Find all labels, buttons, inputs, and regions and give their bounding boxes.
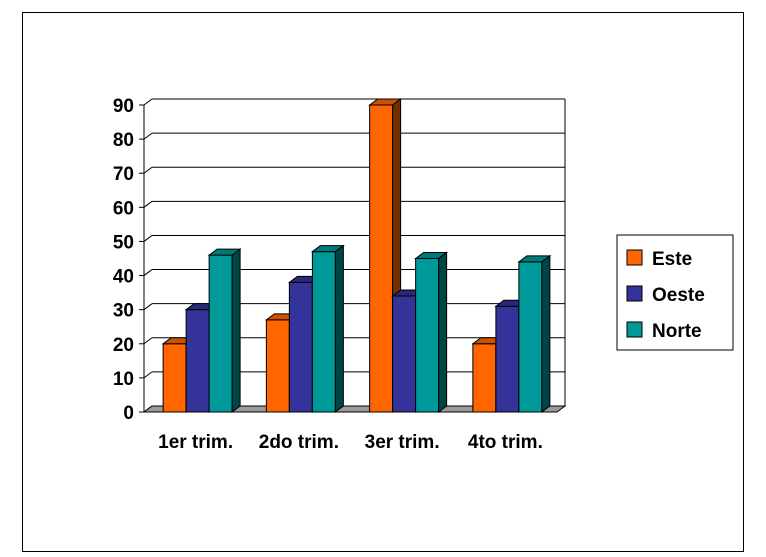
legend-label: Oeste <box>652 285 705 306</box>
y-tick-label: 10 <box>113 369 134 390</box>
legend-swatch <box>626 285 643 302</box>
legend-label: Este <box>652 249 692 270</box>
bar-front <box>472 343 497 413</box>
legend-item-norte: Norte <box>626 321 702 342</box>
y-tick-label: 70 <box>113 164 134 185</box>
bar-front <box>185 309 210 413</box>
y-tick-label: 50 <box>113 232 134 253</box>
bar-front <box>208 254 233 413</box>
legend-swatch <box>626 249 643 266</box>
x-tick-label: 1er trim. <box>158 432 233 453</box>
gridline-side <box>143 337 153 345</box>
x-tick-label: 2do trim. <box>259 432 339 453</box>
y-tick-label: 0 <box>123 403 134 424</box>
legend-item-este: Este <box>626 249 692 270</box>
bar-side <box>541 254 551 413</box>
gridline-side <box>143 98 153 106</box>
bar-front <box>265 319 290 413</box>
bar-side <box>231 248 241 413</box>
bar-side <box>438 251 448 413</box>
bar-norte-1 <box>207 248 242 413</box>
bar-front <box>162 343 187 413</box>
x-tick-label: 3er trim. <box>365 432 440 453</box>
legend-swatch <box>626 321 643 338</box>
bar-front <box>392 295 417 413</box>
bar-side <box>334 244 344 413</box>
y-tick-label: 80 <box>113 130 134 151</box>
bar-norte-3 <box>414 251 449 413</box>
bar-front <box>495 305 520 413</box>
bar-front <box>518 261 543 413</box>
y-tick-label: 60 <box>113 198 134 219</box>
gridline-side <box>143 132 153 140</box>
bars <box>161 98 552 413</box>
bar-norte-4 <box>517 254 552 413</box>
y-tick-label: 90 <box>113 96 134 117</box>
gridline-side <box>143 200 153 208</box>
y-tick-label: 20 <box>113 335 134 356</box>
gridline-side <box>143 371 153 379</box>
legend-item-oeste: Oeste <box>626 285 705 306</box>
legend: Este Oeste Norte <box>616 234 734 351</box>
x-tick-label: 4to trim. <box>468 432 543 453</box>
legend-label: Norte <box>652 321 702 342</box>
y-tick-label: 40 <box>113 267 134 288</box>
gridline-side <box>143 235 153 242</box>
bar-front <box>288 281 313 413</box>
gridline-side <box>143 269 153 276</box>
x-tick-labels: 1er trim. 2do trim. 3er trim. 4to trim. <box>158 432 543 453</box>
gridline-side <box>143 166 153 174</box>
bar-norte-2 <box>310 244 345 413</box>
bar-front <box>311 251 336 413</box>
y-tick-label: 30 <box>113 301 134 322</box>
y-tick-labels: 0 10 20 30 40 50 60 70 80 90 <box>113 96 134 424</box>
gridline-side <box>143 303 153 311</box>
bar-front <box>369 104 394 413</box>
bar-front <box>415 258 440 413</box>
